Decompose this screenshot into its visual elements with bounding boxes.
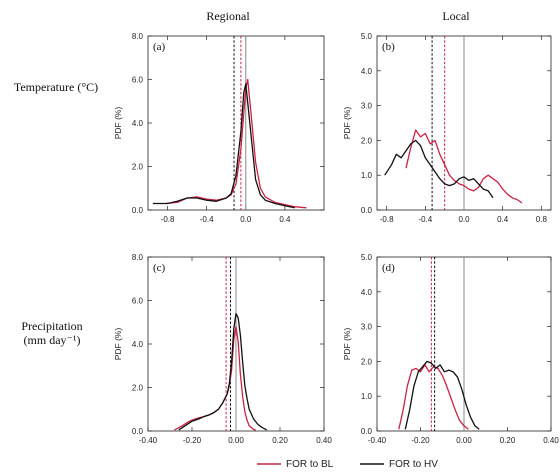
panel-3-y-tick-label: 0.0 bbox=[361, 427, 373, 436]
panel-1-x-tick-label: -0.8 bbox=[380, 215, 394, 224]
panel-2-y-tick-label: 4.0 bbox=[132, 340, 144, 349]
row-title-precipitation-units: (mm day⁻¹) bbox=[24, 333, 81, 347]
panel-3-series-for-to-bl bbox=[398, 364, 469, 430]
panel-0-x-tick-label: -0.4 bbox=[200, 215, 214, 224]
panel-2-x-tick-label: 0.00 bbox=[228, 436, 244, 445]
panel-0-series-for-to-hv bbox=[152, 83, 295, 209]
panel-2-x-tick-label: 0.40 bbox=[316, 436, 332, 445]
panel-3-x-tick-label: 0.40 bbox=[543, 436, 559, 445]
row-title-temperature: Temperature (°C) bbox=[14, 80, 98, 94]
panel-1-y-tick-label: 0.0 bbox=[361, 206, 373, 215]
panel-3-y-tick-label: 5.0 bbox=[361, 253, 373, 262]
panel-0-x-tick-label: 0.4 bbox=[279, 215, 291, 224]
panel-1-series-for-to-hv bbox=[384, 139, 494, 199]
panel-1-panel-letter: (b) bbox=[382, 41, 395, 53]
panel-0-y-tick-label: 2.0 bbox=[132, 163, 144, 172]
panel-0-y-axis-label: PDF (%) bbox=[113, 107, 123, 140]
panel-d: -0.40 -0.20 0.00 0.20 0.40 0.0 1.0 2.0 3.0 4.0 5.0… bbox=[342, 253, 559, 445]
panel-1-y-tick-label: 2.0 bbox=[361, 136, 373, 145]
panel-0-y-tick-label: 0.0 bbox=[132, 206, 144, 215]
panel-2-panel-letter: (c) bbox=[153, 262, 166, 274]
column-title-local: Local bbox=[442, 9, 470, 23]
legend: FOR to BL FOR to HV bbox=[257, 459, 438, 470]
panel-1-y-tick-label: 4.0 bbox=[361, 67, 373, 76]
panel-3-y-axis-label: PDF (%) bbox=[342, 328, 352, 361]
panel-3-x-tick-label: 0.20 bbox=[500, 436, 516, 445]
panel-1-x-tick-label: 0.4 bbox=[497, 215, 509, 224]
panel-3-y-tick-label: 4.0 bbox=[361, 288, 373, 297]
legend-label-for-to-bl: FOR to BL bbox=[286, 459, 334, 470]
panel-0-y-tick-label: 6.0 bbox=[132, 76, 144, 85]
panel-1-y-tick-label: 1.0 bbox=[361, 171, 373, 180]
panel-2-y-tick-label: 2.0 bbox=[132, 384, 144, 393]
panel-2-y-tick-label: 6.0 bbox=[132, 297, 144, 306]
panel-0-y-tick-label: 4.0 bbox=[132, 119, 144, 128]
panel-2-x-tick-label: 0.20 bbox=[272, 436, 288, 445]
panel-3-y-tick-label: 3.0 bbox=[361, 323, 373, 332]
panel-1-x-tick-label: 0.0 bbox=[458, 215, 470, 224]
panel-0-x-tick-label: 0.0 bbox=[240, 215, 252, 224]
panel-2-y-tick-label: 0.0 bbox=[132, 427, 144, 436]
panel-2-y-tick-label: 8.0 bbox=[132, 253, 144, 262]
panel-b: -0.8 -0.4 0.0 0.4 0.8 0.0 1.0 2.0 3.0 4.0 5.0 PDF (… bbox=[342, 32, 552, 224]
panel-0-x-tick-label: -0.8 bbox=[161, 215, 175, 224]
panel-3-x-tick-label: -0.20 bbox=[411, 436, 430, 445]
panel-c: -0.40 -0.20 0.00 0.20 0.40 0.0 2.0 4.0 6.0 8.0 PDF… bbox=[113, 253, 332, 445]
panel-2-x-tick-label: -0.20 bbox=[183, 436, 202, 445]
panel-1-y-axis-label: PDF (%) bbox=[342, 107, 352, 140]
panel-3-x-tick-label: -0.40 bbox=[368, 436, 387, 445]
panel-3-series-for-to-hv bbox=[404, 360, 480, 430]
panel-1-x-tick-label: -0.4 bbox=[418, 215, 432, 224]
panel-2-x-tick-label: -0.40 bbox=[139, 436, 158, 445]
legend-label-for-to-hv: FOR to HV bbox=[389, 459, 438, 470]
panel-2-series-for-to-hv bbox=[178, 312, 268, 431]
panel-0-series-for-to-bl bbox=[165, 78, 307, 209]
panel-0-panel-letter: (a) bbox=[153, 41, 166, 53]
panel-3-y-tick-label: 1.0 bbox=[361, 392, 373, 401]
panel-0-y-tick-label: 8.0 bbox=[132, 32, 144, 41]
panel-1-y-tick-label: 5.0 bbox=[361, 32, 373, 41]
panel-3-panel-letter: (d) bbox=[382, 262, 395, 274]
panel-3-y-tick-label: 2.0 bbox=[361, 357, 373, 366]
panel-1-series-for-to-bl bbox=[405, 129, 523, 204]
panel-a: -0.8 -0.4 0.0 0.4 0.0 2.0 4.0 6.0 8.0 PDF (%) (a) bbox=[113, 32, 325, 224]
column-title-regional: Regional bbox=[206, 9, 250, 23]
panel-1-y-tick-label: 3.0 bbox=[361, 102, 373, 111]
panel-3-x-tick-label: 0.00 bbox=[456, 436, 472, 445]
panel-2-y-axis-label: PDF (%) bbox=[113, 328, 123, 361]
row-title-precipitation: Precipitation bbox=[21, 319, 82, 333]
panel-1-x-tick-label: 0.8 bbox=[536, 215, 548, 224]
